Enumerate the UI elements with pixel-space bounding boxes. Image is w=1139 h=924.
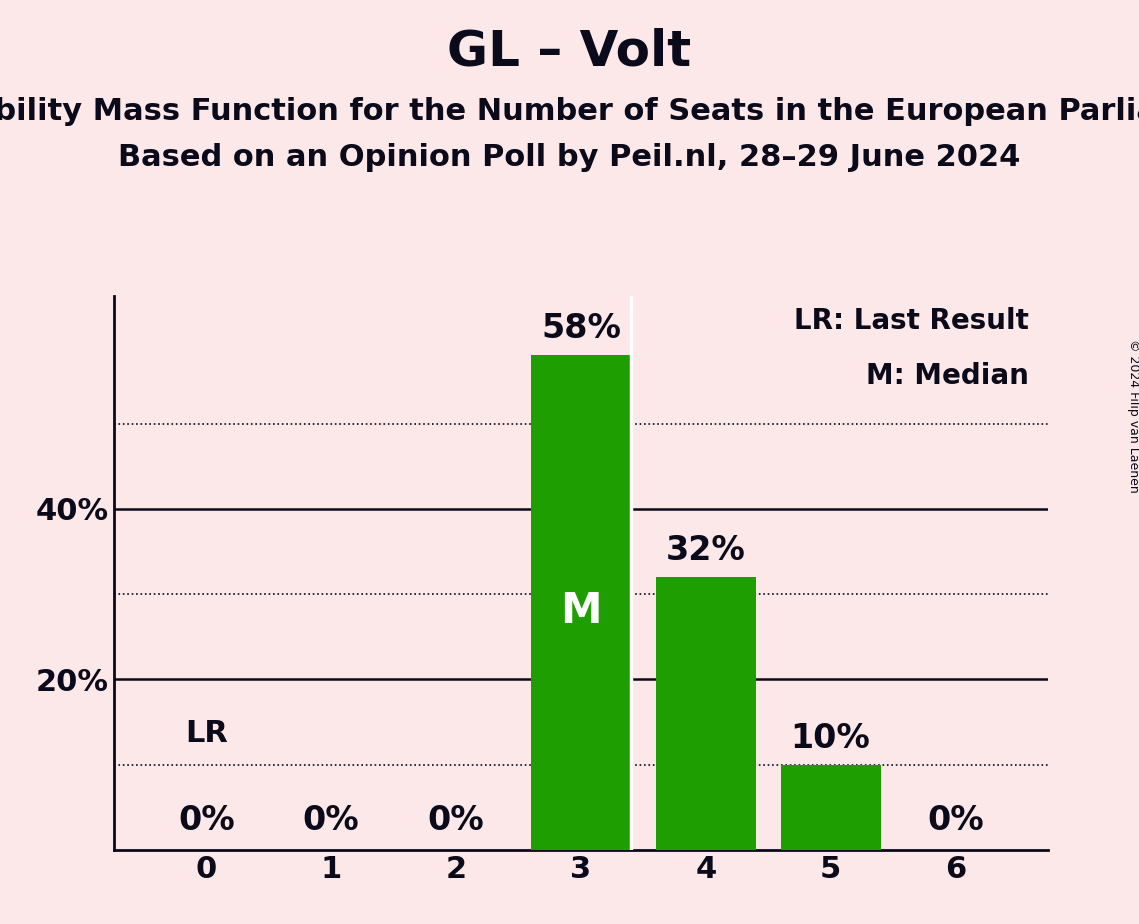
Text: LR: LR [185,719,228,748]
Bar [656,578,755,850]
Text: 0%: 0% [303,804,360,837]
Bar [780,765,880,850]
Bar [531,356,631,850]
Text: 10%: 10% [790,722,870,755]
Text: 0%: 0% [927,804,984,837]
Text: 0%: 0% [428,804,484,837]
Text: M: M [560,590,601,632]
Text: Based on an Opinion Poll by Peil.nl, 28–29 June 2024: Based on an Opinion Poll by Peil.nl, 28–… [118,143,1021,172]
Text: 0%: 0% [178,804,235,837]
Text: M: Median: M: Median [867,362,1030,390]
Text: 32%: 32% [666,534,746,567]
Text: GL – Volt: GL – Volt [448,28,691,76]
Text: 58%: 58% [541,312,621,346]
Text: © 2024 Filip van Laenen: © 2024 Filip van Laenen [1126,339,1139,492]
Text: LR: Last Result: LR: Last Result [794,307,1030,334]
Text: Probability Mass Function for the Number of Seats in the European Parliament: Probability Mass Function for the Number… [0,97,1139,126]
